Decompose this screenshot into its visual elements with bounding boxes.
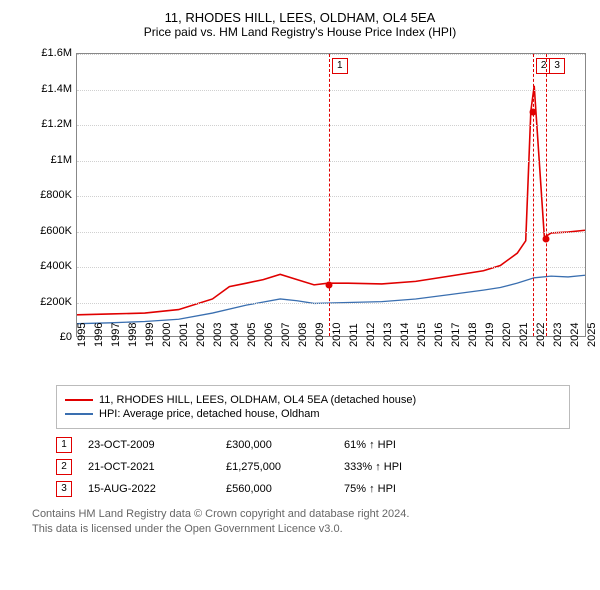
legend-swatch: [65, 413, 93, 415]
series-price: [77, 86, 585, 315]
plot-area: 123: [76, 53, 586, 337]
x-tick-label: 2025: [586, 323, 600, 347]
event-number: 3: [56, 481, 72, 497]
event-line: [329, 54, 330, 336]
y-tick-label: £1.2M: [41, 118, 72, 130]
title-address: 11, RHODES HILL, LEES, OLDHAM, OL4 5EA: [10, 10, 590, 25]
event-point: [325, 281, 332, 288]
chart-title: 11, RHODES HILL, LEES, OLDHAM, OL4 5EA P…: [10, 10, 590, 39]
event-point: [529, 108, 536, 115]
event-pct: 75% ↑ HPI: [344, 483, 454, 495]
event-marker: 1: [332, 58, 348, 74]
gridline: [77, 267, 585, 268]
event-row: 3 15-AUG-2022 £560,000 75% ↑ HPI: [56, 481, 570, 497]
legend-row: 11, RHODES HILL, LEES, OLDHAM, OL4 5EA (…: [65, 394, 561, 406]
events-table: 1 23-OCT-2009 £300,000 61% ↑ HPI 2 21-OCT-202…: [56, 437, 570, 497]
gridline: [77, 125, 585, 126]
legend-swatch: [65, 399, 93, 401]
event-point: [543, 235, 550, 242]
y-tick-label: £0: [60, 331, 72, 343]
event-pct: 333% ↑ HPI: [344, 461, 454, 473]
event-row: 2 21-OCT-2021 £1,275,000 333% ↑ HPI: [56, 459, 570, 475]
y-tick-label: £400K: [40, 260, 72, 272]
gridline: [77, 196, 585, 197]
legend-label: 11, RHODES HILL, LEES, OLDHAM, OL4 5EA (…: [99, 394, 416, 406]
gridline: [77, 303, 585, 304]
gridline: [77, 90, 585, 91]
event-number: 2: [56, 459, 72, 475]
event-number: 1: [56, 437, 72, 453]
chart-lines: [77, 54, 585, 336]
y-tick-label: £1.4M: [41, 83, 72, 95]
y-tick-label: £800K: [40, 189, 72, 201]
event-date: 23-OCT-2009: [88, 439, 218, 451]
event-pct: 61% ↑ HPI: [344, 439, 454, 451]
y-tick-label: £1.6M: [41, 47, 72, 59]
footnote-line-2: This data is licensed under the Open Gov…: [32, 522, 570, 537]
event-line: [533, 54, 534, 336]
event-date: 21-OCT-2021: [88, 461, 218, 473]
legend-row: HPI: Average price, detached house, Oldh…: [65, 408, 561, 420]
chart: 123 £0 £200K £400K £600K £800K £1M £1.2M £1.4M £…: [30, 47, 590, 377]
footnote: Contains HM Land Registry data © Crown c…: [32, 507, 570, 537]
event-price: £1,275,000: [226, 461, 336, 473]
gridline: [77, 54, 585, 55]
event-date: 15-AUG-2022: [88, 483, 218, 495]
event-price: £560,000: [226, 483, 336, 495]
y-tick-label: £1M: [51, 154, 72, 166]
footnote-line-1: Contains HM Land Registry data © Crown c…: [32, 507, 570, 522]
title-subtitle: Price paid vs. HM Land Registry's House …: [10, 25, 590, 39]
gridline: [77, 232, 585, 233]
event-marker: 3: [549, 58, 565, 74]
legend-label: HPI: Average price, detached house, Oldh…: [99, 408, 320, 420]
y-tick-label: £600K: [40, 225, 72, 237]
gridline: [77, 161, 585, 162]
event-price: £300,000: [226, 439, 336, 451]
event-row: 1 23-OCT-2009 £300,000 61% ↑ HPI: [56, 437, 570, 453]
y-tick-label: £200K: [40, 296, 72, 308]
legend: 11, RHODES HILL, LEES, OLDHAM, OL4 5EA (…: [56, 385, 570, 429]
event-line: [546, 54, 547, 336]
